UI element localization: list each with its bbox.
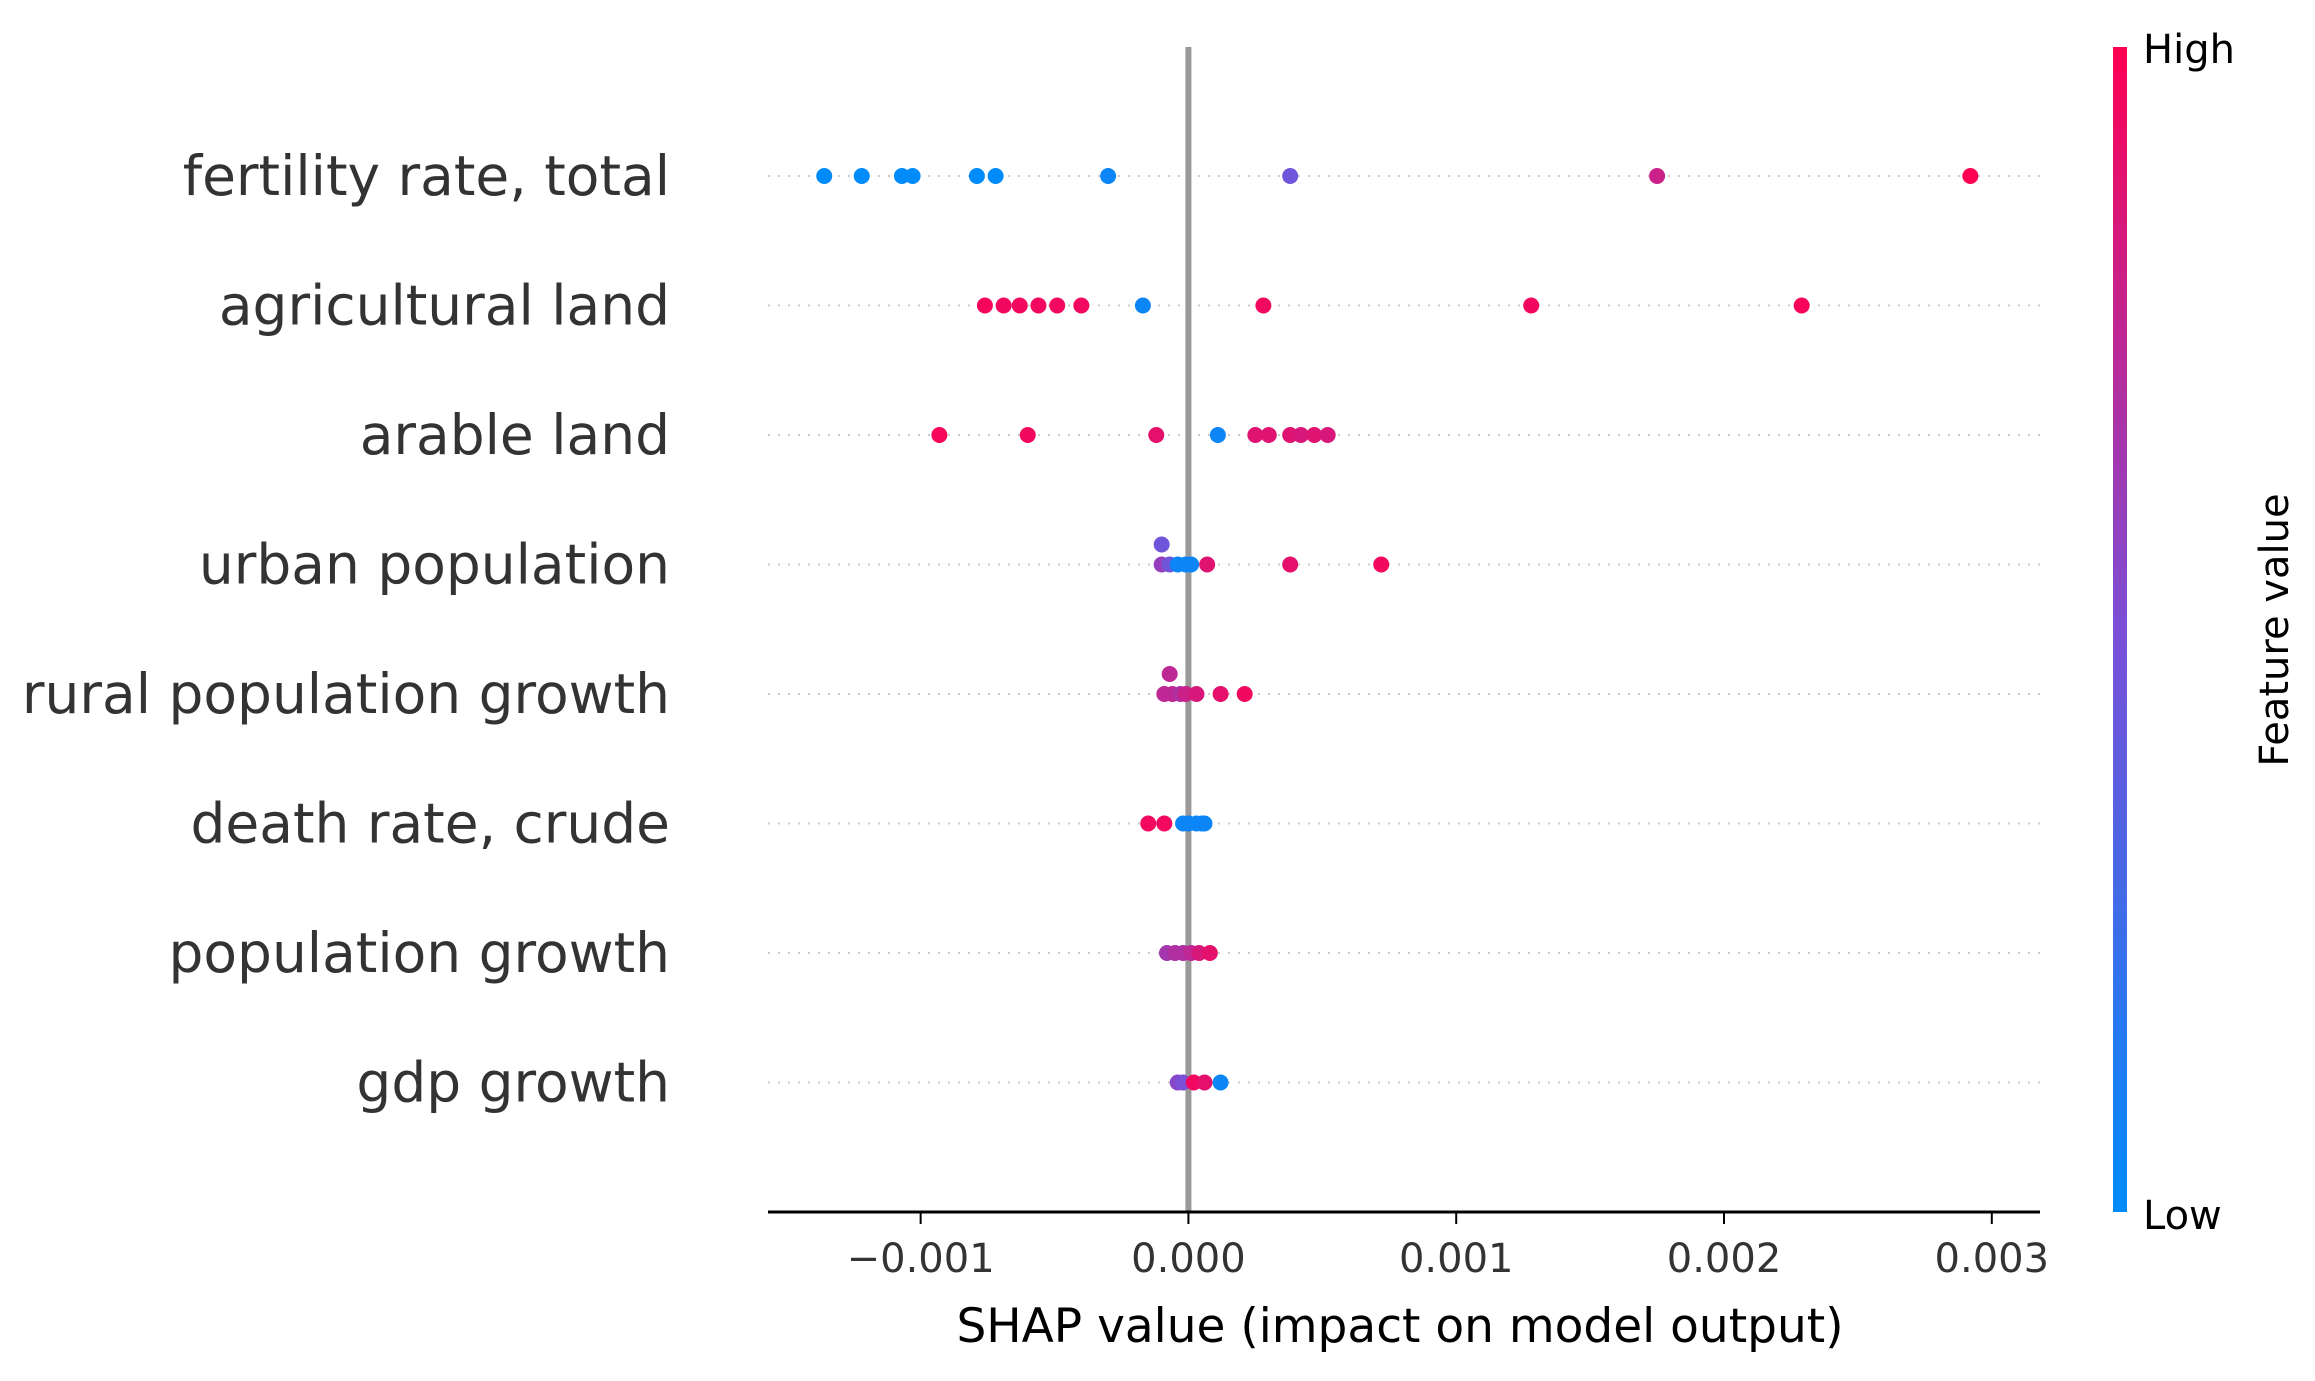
shap-point [1153, 536, 1170, 553]
shap-point [853, 168, 870, 184]
shap-point [816, 168, 833, 184]
feature-label: death rate, crude [190, 792, 670, 856]
feature-label: rural population growth [22, 662, 670, 726]
colorbar: High Low Feature value [2113, 27, 2298, 1239]
shap-point [1196, 1074, 1213, 1091]
shap-point [1201, 945, 1218, 961]
feature-labels: fertility rate, total agricultural land ar… [22, 144, 670, 1115]
row-guides [768, 175, 2040, 1084]
shap-point [1649, 168, 1666, 184]
shap-point [1282, 168, 1299, 184]
shap-point [1236, 686, 1253, 702]
colorbar-gradient [2113, 47, 2127, 1212]
shap-point [1049, 297, 1066, 314]
colorbar-low-label: Low [2143, 1193, 2222, 1239]
feature-label: arable land [360, 403, 670, 467]
colorbar-high-label: High [2143, 27, 2235, 73]
feature-label: agricultural land [219, 274, 670, 338]
shap-point [1247, 427, 1264, 443]
x-axis-title: SHAP value (impact on model output) [956, 1299, 1843, 1354]
shap-point [1282, 556, 1299, 573]
shap-point [1523, 297, 1540, 314]
shap-point [1209, 427, 1226, 443]
shap-point [1183, 556, 1200, 573]
shap-point [1319, 427, 1336, 443]
shap-point [1255, 297, 1272, 314]
shap-point [995, 297, 1012, 314]
shap-point [1260, 427, 1277, 443]
shap-point [1156, 815, 1173, 832]
x-tick-label: 0.001 [1399, 1236, 1514, 1282]
shap-point [1962, 168, 1979, 184]
shap-point [1196, 815, 1213, 832]
shap-point [1212, 686, 1229, 702]
x-tick-label: −0.001 [847, 1236, 995, 1282]
feature-label: fertility rate, total [183, 144, 670, 208]
shap-point [1148, 427, 1165, 443]
shap-points [816, 168, 1979, 1091]
shap-point [1140, 815, 1157, 832]
shap-point [1011, 297, 1028, 314]
shap-point [1793, 297, 1810, 314]
feature-label: population growth [168, 921, 670, 985]
shap-point [1188, 686, 1205, 702]
shap-point [1306, 427, 1323, 443]
x-axis: −0.001 0.000 0.001 0.002 0.003 [768, 1210, 2050, 1282]
shap-point [1161, 666, 1178, 682]
x-tick-label: 0.002 [1667, 1236, 1782, 1282]
feature-label: urban population [199, 533, 670, 597]
shap-point [1292, 427, 1309, 443]
shap-point [1373, 556, 1390, 573]
x-tick-label: 0.000 [1131, 1236, 1246, 1282]
shap-point [1019, 427, 1036, 443]
shap-point [931, 427, 948, 443]
shap-point [976, 297, 993, 314]
shap-point [1199, 556, 1216, 573]
shap-point [1134, 297, 1151, 314]
shap-point [987, 168, 1004, 184]
shap-point [1030, 297, 1047, 314]
shap-point [968, 168, 985, 184]
shap-point [904, 168, 921, 184]
feature-label: gdp growth [356, 1051, 670, 1115]
x-tick-label: 0.003 [1935, 1236, 2050, 1282]
shap-point [1100, 168, 1117, 184]
shap-point [1212, 1074, 1229, 1091]
shap-point [1073, 297, 1090, 314]
colorbar-title: Feature value [2252, 493, 2298, 766]
